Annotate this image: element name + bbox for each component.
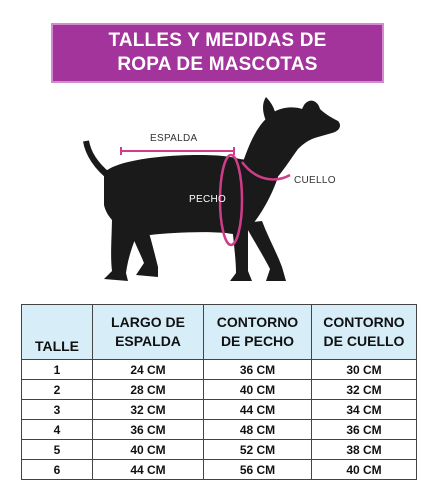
- header-back-length: LARGO DE ESPALDA: [92, 304, 204, 360]
- header-talle: TALLE: [21, 304, 93, 360]
- header-neck-line-2: DE CUELLO: [323, 333, 405, 349]
- header-chest-line-1: CONTORNO: [216, 314, 299, 330]
- cell-size: 3: [21, 399, 93, 420]
- cell-back-length: 24 CM: [92, 359, 204, 380]
- title-line-2: ROPA DE MASCOTAS: [117, 54, 318, 75]
- cell-neck: 30 CM: [311, 359, 417, 380]
- size-table-header-row: TALLE LARGO DE ESPALDA CONTORNO DE PECHO…: [21, 304, 417, 360]
- header-neck: CONTORNO DE CUELLO: [311, 304, 417, 360]
- cell-size: 6: [21, 459, 93, 480]
- table-row: 2 28 CM 40 CM 32 CM: [21, 379, 417, 400]
- table-row: 5 40 CM 52 CM 38 CM: [21, 439, 417, 460]
- cell-size: 2: [21, 379, 93, 400]
- chest-label: PECHO: [189, 194, 226, 205]
- table-row: 4 36 CM 48 CM 36 CM: [21, 419, 417, 440]
- header-back-line-2: ESPALDA: [115, 333, 181, 349]
- neck-marker: [240, 161, 291, 181]
- cell-back-length: 28 CM: [92, 379, 204, 400]
- cell-size: 5: [21, 439, 93, 460]
- cell-chest: 44 CM: [203, 399, 312, 420]
- cell-chest: 40 CM: [203, 379, 312, 400]
- header-talle-text: TALLE: [34, 338, 80, 354]
- table-row: 6 44 CM 56 CM 40 CM: [21, 459, 417, 480]
- cell-neck: 32 CM: [311, 379, 417, 400]
- cell-neck: 38 CM: [311, 439, 417, 460]
- header-neck-line-1: CONTORNO: [323, 314, 405, 330]
- dog-measurement-diagram: ESPALDA PECHO CUELLO: [0, 95, 438, 300]
- back-length-marker: [120, 147, 235, 155]
- neck-label: CUELLO: [294, 175, 336, 186]
- table-row: 1 24 CM 36 CM 30 CM: [21, 359, 417, 380]
- header-chest-line-2: DE PECHO: [220, 333, 295, 349]
- cell-back-length: 44 CM: [92, 459, 204, 480]
- cell-back-length: 36 CM: [92, 419, 204, 440]
- chest-marker: [218, 153, 244, 247]
- cell-size: 4: [21, 419, 93, 440]
- dog-illustration: ESPALDA PECHO CUELLO: [83, 97, 340, 281]
- cell-neck: 36 CM: [311, 419, 417, 440]
- size-table: TALLE LARGO DE ESPALDA CONTORNO DE PECHO…: [21, 304, 417, 480]
- cell-back-length: 40 CM: [92, 439, 204, 460]
- title-banner: TALLES Y MEDIDAS DE ROPA DE MASCOTAS: [51, 23, 384, 83]
- cell-back-length: 32 CM: [92, 399, 204, 420]
- cell-chest: 36 CM: [203, 359, 312, 380]
- cell-neck: 34 CM: [311, 399, 417, 420]
- table-row: 3 32 CM 44 CM 34 CM: [21, 399, 417, 420]
- cell-chest: 52 CM: [203, 439, 312, 460]
- back-label: ESPALDA: [150, 133, 198, 144]
- header-back-line-1: LARGO DE: [111, 314, 185, 330]
- title-line-1: TALLES Y MEDIDAS DE: [108, 30, 327, 51]
- cell-size: 1: [21, 359, 93, 380]
- dog-silhouette: [83, 97, 340, 281]
- cell-chest: 56 CM: [203, 459, 312, 480]
- cell-chest: 48 CM: [203, 419, 312, 440]
- cell-neck: 40 CM: [311, 459, 417, 480]
- header-chest: CONTORNO DE PECHO: [203, 304, 312, 360]
